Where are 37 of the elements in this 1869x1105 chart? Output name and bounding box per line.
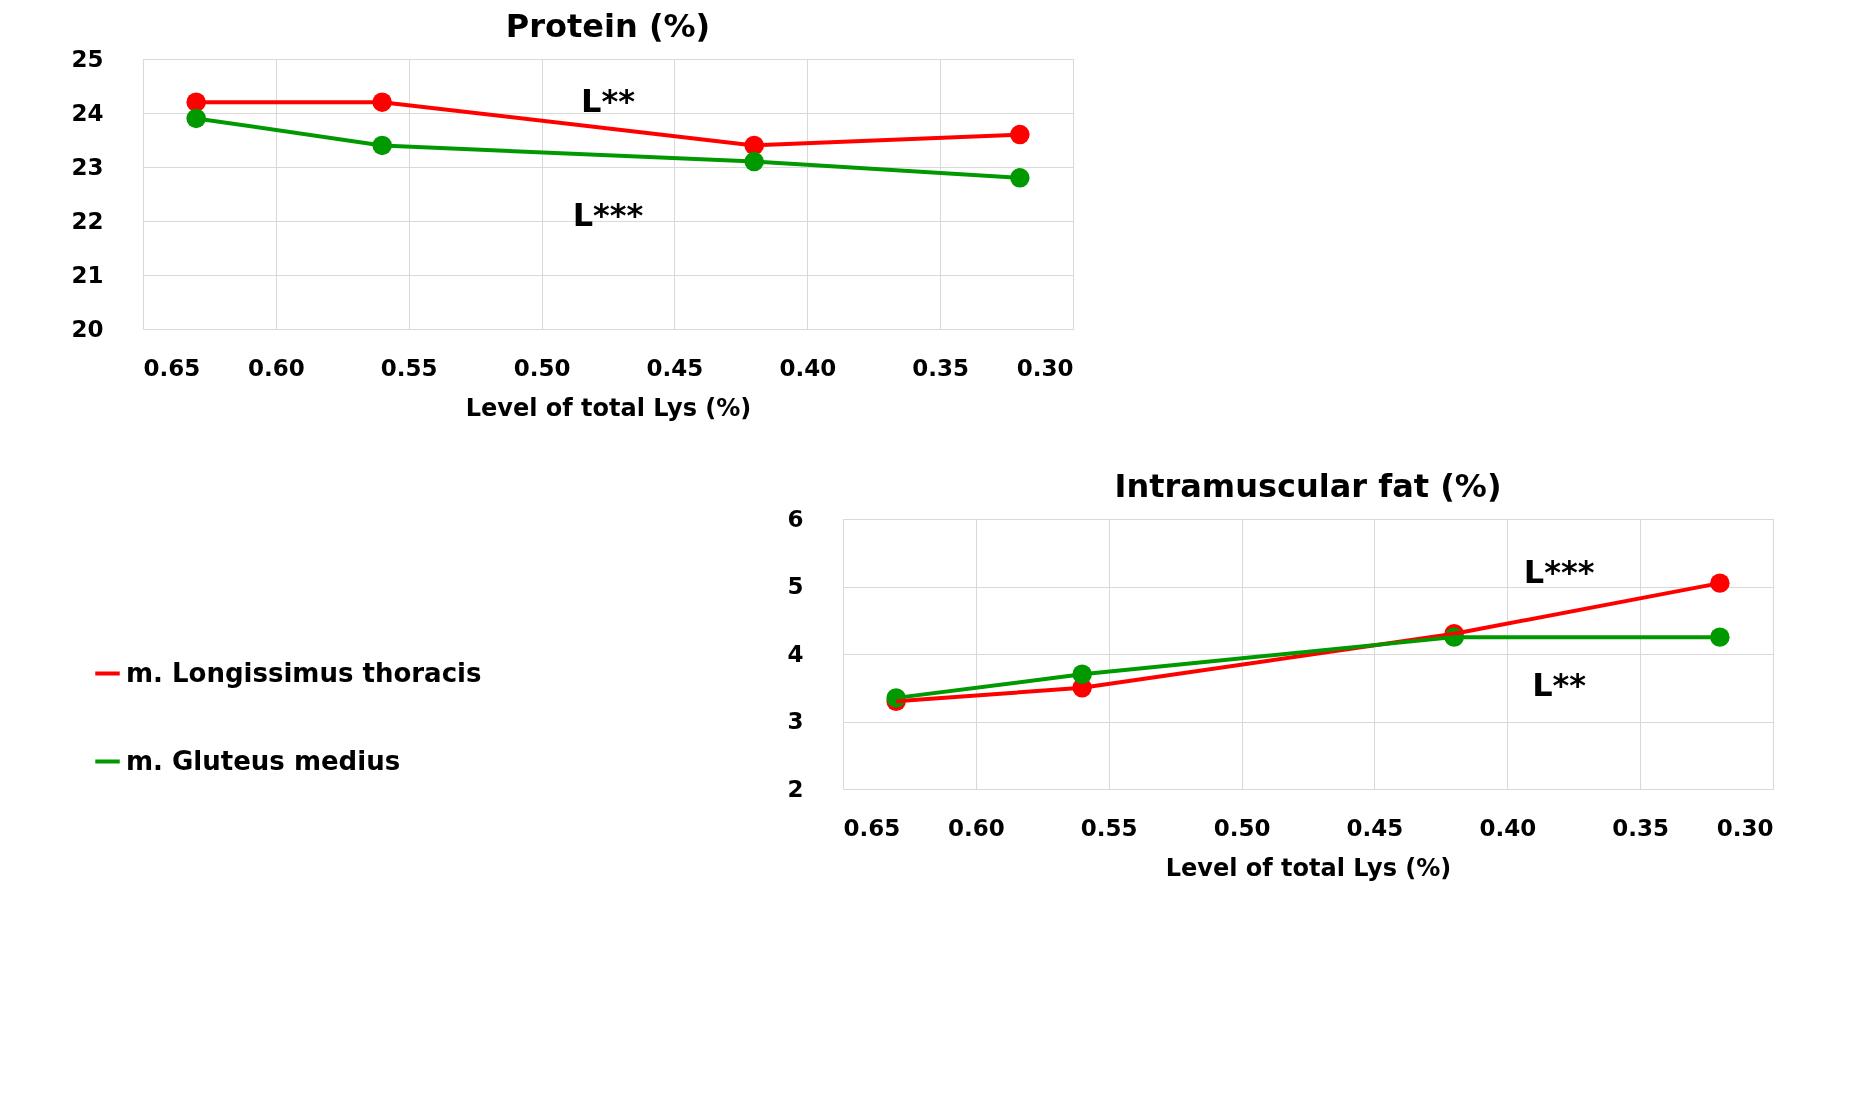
y-tick-label: 6 xyxy=(787,505,804,532)
x-tick-label: 0.50 xyxy=(1213,814,1271,841)
y-tick-label: 3 xyxy=(787,708,804,734)
x-tick-label: 0.55 xyxy=(380,354,438,381)
legend-label: m. Gluteus medius xyxy=(126,745,401,776)
y-tick-label: 21 xyxy=(71,261,104,288)
x-tick-label: 0.35 xyxy=(912,354,970,381)
y-tick-label: 5 xyxy=(787,573,804,599)
y-tick-label: 4 xyxy=(787,640,804,667)
y-tick-label: 20 xyxy=(71,315,104,342)
x-tick-label: 0.45 xyxy=(646,354,704,381)
x-axis-title: Level of total Lys (%) xyxy=(465,393,752,422)
y-tick-label: 22 xyxy=(71,207,104,234)
chart-title: Intramuscular fat (%) xyxy=(1114,467,1502,505)
annotation: L** xyxy=(1532,666,1587,705)
x-tick-label: 0.50 xyxy=(513,354,571,381)
y-tick-label: 24 xyxy=(71,99,104,126)
y-tick-label: 2 xyxy=(787,775,804,802)
x-tick-label: 0.40 xyxy=(779,354,837,381)
x-axis-title: Level of total Lys (%) xyxy=(1165,853,1452,882)
y-tick-label: 25 xyxy=(71,45,104,72)
x-tick-label: 0.65 xyxy=(843,814,901,841)
x-tick-label: 0.65 xyxy=(143,354,201,381)
x-tick-label: 0.35 xyxy=(1612,814,1670,841)
x-tick-label: 0.60 xyxy=(947,814,1005,841)
x-tick-label: 0.60 xyxy=(247,354,305,381)
annotation: L*** xyxy=(572,195,644,234)
chart-title: Protein (%) xyxy=(505,7,711,45)
annotation: L** xyxy=(581,82,636,121)
x-tick-label: 0.45 xyxy=(1346,814,1404,841)
legend-label: m. Longissimus thoracis xyxy=(126,657,482,688)
x-tick-label: 0.55 xyxy=(1080,814,1138,841)
y-tick-label: 23 xyxy=(71,153,104,180)
x-tick-label: 0.40 xyxy=(1479,814,1537,841)
annotation: L*** xyxy=(1523,553,1595,591)
x-tick-label: 0.30 xyxy=(1716,814,1774,841)
x-tick-label: 0.30 xyxy=(1016,354,1074,381)
